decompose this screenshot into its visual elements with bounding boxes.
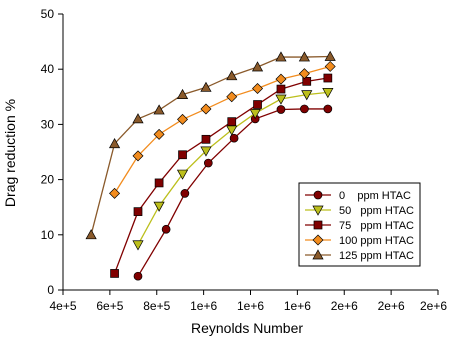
legend-entry: 50 ppm HTAC	[305, 205, 414, 217]
data-point	[132, 240, 144, 251]
data-point	[229, 133, 239, 143]
y-tick-label: 20	[41, 173, 55, 187]
legend-label: 0 ppm HTAC	[339, 190, 411, 202]
data-point	[109, 187, 121, 199]
x-tick-label: 2e+6	[420, 299, 447, 313]
data-point	[323, 104, 333, 114]
data-point	[275, 73, 287, 85]
data-point	[298, 51, 311, 62]
series-line	[113, 77, 328, 274]
data-point	[323, 73, 333, 83]
data-point	[154, 178, 164, 188]
data-point	[322, 88, 334, 99]
x-tick-label: 6e+5	[96, 299, 123, 313]
data-point	[298, 68, 310, 80]
data-point	[133, 207, 143, 216]
data-point	[153, 201, 165, 212]
data-point	[226, 70, 238, 81]
data-point	[176, 88, 189, 99]
data-point	[302, 76, 312, 86]
x-tick-label: 1e+6	[190, 299, 217, 313]
x-tick-label: 2e+6	[331, 299, 358, 313]
data-point	[275, 51, 287, 62]
data-point	[200, 103, 212, 115]
x-tick-label: 1e+6	[237, 299, 264, 313]
data-point	[153, 128, 165, 140]
data-point	[178, 150, 187, 160]
data-point	[275, 94, 287, 105]
y-axis-title: Drag reduction %	[2, 99, 18, 207]
data-point	[226, 91, 238, 103]
data-point	[161, 224, 171, 234]
data-point	[180, 189, 190, 198]
series-4	[85, 50, 336, 240]
data-point	[252, 83, 264, 95]
legend-marker	[312, 249, 324, 260]
data-point	[176, 169, 189, 180]
legend-marker	[312, 205, 324, 216]
legend-label: 50 ppm HTAC	[339, 205, 414, 217]
y-tick-label: 0	[47, 283, 54, 297]
legend-entry: 0 ppm HTAC	[305, 190, 411, 202]
data-point	[203, 158, 213, 168]
legend-marker	[312, 234, 324, 246]
x-tick-label: 1e+6	[284, 299, 311, 313]
x-tick-label: 4e+5	[49, 299, 76, 313]
x-axis-title: Reynolds Number	[191, 320, 303, 336]
data-point	[85, 229, 97, 240]
y-tick-label: 50	[41, 7, 55, 21]
series-3	[109, 60, 336, 199]
data-point	[177, 113, 189, 125]
data-point	[200, 146, 212, 157]
legend-entry: 100 ppm HTAC	[305, 234, 414, 247]
data-point	[276, 84, 286, 94]
legend-entry: 125 ppm HTAC	[305, 249, 414, 262]
data-point	[324, 50, 336, 61]
legend-label: 75 ppm HTAC	[339, 220, 414, 232]
data-point	[153, 104, 165, 115]
series-2	[110, 73, 333, 278]
data-point	[108, 137, 121, 149]
y-tick-label: 10	[41, 228, 55, 242]
data-point	[132, 150, 144, 162]
series-0	[133, 104, 333, 281]
data-point	[249, 109, 261, 120]
data-point	[201, 134, 211, 144]
legend-entry: 75 ppm HTAC	[305, 220, 414, 232]
data-point	[132, 113, 144, 124]
data-point	[227, 117, 237, 126]
legend-label: 125 ppm HTAC	[339, 250, 414, 262]
series-layer	[85, 50, 336, 281]
data-point	[110, 269, 119, 278]
axes-layer: 0 10 20 30 40 50 4e+5 6e+5 8e+5 1e+6 1e+6 1e+6 2e+6 2…	[41, 7, 448, 313]
legend-label: 100 ppm HTAC	[339, 235, 414, 247]
legend-marker	[313, 220, 323, 230]
legend-marker	[313, 190, 323, 200]
data-point	[300, 104, 309, 114]
series-1	[132, 88, 334, 251]
data-point	[251, 61, 264, 72]
series-line	[114, 65, 331, 194]
x-tick-label: 2e+6	[378, 299, 405, 313]
data-point	[276, 105, 286, 114]
legend: 0 ppm HTAC 50 ppm HTAC 75 ppm HTAC 100 ppm …	[298, 182, 421, 267]
data-point	[253, 100, 262, 109]
data-point	[301, 90, 313, 101]
y-tick-label: 40	[41, 62, 55, 76]
data-point	[133, 271, 143, 281]
data-point	[200, 81, 212, 92]
y-tick-label: 30	[41, 117, 55, 131]
x-tick-label: 8e+5	[143, 299, 170, 313]
series-line	[90, 55, 331, 235]
data-point	[324, 60, 336, 72]
